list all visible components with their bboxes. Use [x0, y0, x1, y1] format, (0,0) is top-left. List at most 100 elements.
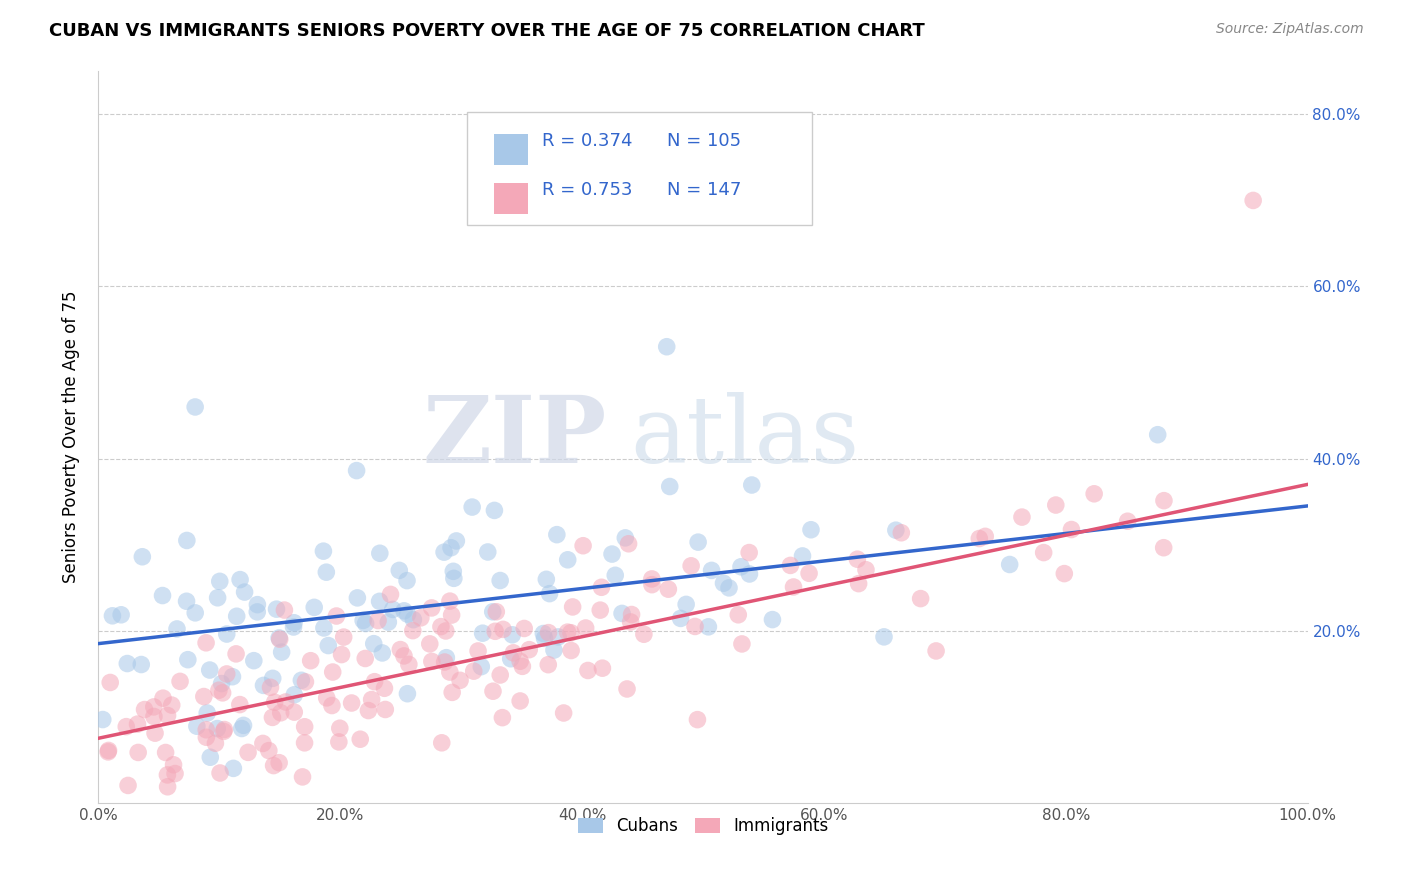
Point — [484, 624, 506, 639]
Point — [204, 736, 226, 750]
Point — [142, 699, 165, 714]
Text: N = 105: N = 105 — [666, 132, 741, 150]
Point — [441, 564, 464, 578]
Point — [225, 647, 247, 661]
Point — [489, 668, 512, 682]
Point — [741, 478, 763, 492]
Point — [1116, 514, 1139, 528]
Point — [371, 646, 394, 660]
Point — [499, 651, 522, 665]
Point — [156, 708, 179, 723]
Point — [1053, 566, 1076, 581]
Point — [396, 607, 419, 622]
Point — [761, 613, 783, 627]
Point — [97, 745, 120, 759]
Point — [589, 603, 612, 617]
Text: N = 147: N = 147 — [666, 181, 741, 199]
Point — [600, 547, 623, 561]
Point — [195, 731, 218, 745]
Point — [686, 713, 709, 727]
Text: CUBAN VS IMMIGRANTS SENIORS POVERTY OVER THE AGE OF 75 CORRELATION CHART: CUBAN VS IMMIGRANTS SENIORS POVERTY OVER… — [49, 22, 925, 40]
Point — [283, 615, 305, 630]
Point — [512, 659, 534, 673]
Point — [1153, 541, 1175, 555]
Point — [430, 619, 453, 633]
Point — [162, 757, 184, 772]
Point — [641, 577, 664, 591]
Point — [269, 632, 291, 647]
Point — [669, 611, 692, 625]
Point — [152, 691, 174, 706]
Point — [134, 702, 156, 716]
Point — [848, 576, 870, 591]
Point — [658, 479, 681, 493]
Point — [389, 642, 412, 657]
Point — [398, 657, 420, 672]
Point — [697, 620, 720, 634]
Point — [560, 643, 582, 657]
FancyBboxPatch shape — [494, 134, 527, 165]
Point — [591, 661, 613, 675]
Point — [553, 706, 575, 720]
FancyBboxPatch shape — [467, 112, 811, 225]
Point — [620, 607, 643, 622]
Point — [433, 545, 456, 559]
Point — [727, 607, 749, 622]
Point — [214, 723, 236, 737]
Point — [443, 571, 465, 585]
Y-axis label: Seniors Poverty Over the Age of 75: Seniors Poverty Over the Age of 75 — [62, 291, 80, 583]
Point — [731, 637, 754, 651]
Point — [131, 549, 153, 564]
Point — [998, 558, 1021, 572]
Point — [846, 552, 869, 566]
Point — [354, 651, 377, 665]
Point — [482, 684, 505, 698]
Point — [380, 587, 402, 601]
Point — [225, 609, 247, 624]
Point — [481, 605, 503, 619]
Point — [367, 614, 389, 628]
Point — [263, 758, 285, 772]
Point — [252, 678, 274, 692]
Point — [713, 576, 735, 591]
Point — [142, 709, 165, 723]
Point — [501, 628, 523, 642]
Point — [470, 659, 492, 673]
Point — [492, 623, 515, 637]
Point — [156, 780, 179, 794]
Point — [349, 732, 371, 747]
Point — [779, 558, 801, 573]
Point — [186, 719, 208, 733]
Point — [246, 605, 269, 619]
Point — [257, 743, 280, 757]
Point — [576, 664, 599, 678]
Point — [156, 768, 179, 782]
Point — [873, 630, 896, 644]
Point — [557, 553, 579, 567]
Point — [198, 663, 221, 677]
Point — [517, 642, 540, 657]
Point — [101, 608, 124, 623]
Point — [1032, 545, 1054, 559]
Point — [176, 533, 198, 548]
Point — [368, 594, 391, 608]
Point — [221, 670, 243, 684]
Point — [420, 655, 443, 669]
Point — [232, 718, 254, 732]
Point — [266, 602, 288, 616]
Point — [477, 545, 499, 559]
Point — [208, 683, 231, 698]
Point — [688, 535, 710, 549]
Point — [655, 340, 678, 354]
Point — [396, 687, 419, 701]
Point — [229, 573, 252, 587]
Point — [207, 722, 229, 736]
Point — [127, 746, 149, 760]
Point — [357, 704, 380, 718]
Point — [890, 525, 912, 540]
Point — [614, 531, 637, 545]
Point — [561, 599, 583, 614]
Point — [152, 589, 174, 603]
Point — [419, 637, 441, 651]
Point — [381, 602, 404, 616]
